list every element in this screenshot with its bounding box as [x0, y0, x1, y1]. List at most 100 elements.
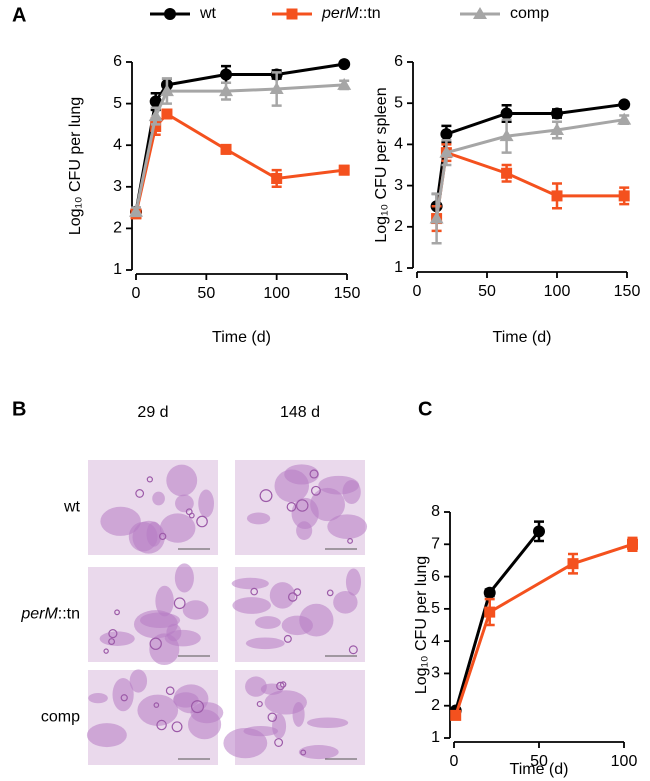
airway: [156, 719, 167, 731]
airway: [288, 592, 298, 602]
airway: [153, 702, 160, 708]
y-tick-label: 5: [431, 600, 440, 617]
tissue: [152, 491, 165, 506]
histology-image: [88, 460, 218, 555]
marker: [271, 172, 283, 184]
tissue: [299, 603, 334, 637]
airway: [108, 638, 116, 645]
histology-image: [88, 563, 218, 666]
histology-image: [86, 669, 224, 765]
panel-label: B: [12, 398, 26, 420]
tissue: [159, 513, 196, 543]
marker: [220, 143, 232, 155]
x-tick-label: 50: [530, 753, 548, 770]
tissue: [174, 563, 194, 593]
tissue: [260, 683, 284, 695]
legend-marker: [286, 8, 298, 20]
tissue: [182, 600, 209, 620]
tissue: [164, 629, 201, 647]
tissue: [246, 512, 271, 525]
tissue: [139, 612, 181, 628]
marker: [627, 538, 638, 550]
airway: [114, 609, 120, 616]
column-label: 29 d: [137, 404, 168, 421]
y-tick-label: 6: [113, 53, 122, 70]
marker: [148, 109, 163, 122]
legend-marker: [473, 7, 487, 19]
airway: [286, 502, 297, 512]
marker: [483, 586, 496, 599]
row-label: perM::tn: [20, 606, 80, 623]
panel-label: A: [12, 4, 26, 26]
row-label: comp: [41, 709, 80, 726]
x-axis-title: Time (d): [493, 329, 552, 346]
airway: [276, 681, 285, 691]
airway: [295, 499, 309, 512]
marker: [269, 82, 284, 95]
tissue: [333, 590, 358, 614]
marker: [149, 95, 162, 108]
marker: [338, 58, 351, 71]
marker: [150, 120, 162, 132]
series-line: [435, 118, 625, 219]
airway: [259, 489, 273, 503]
airway: [309, 469, 319, 479]
marker: [551, 107, 563, 120]
y-tick-label: 2: [113, 220, 122, 237]
airway: [267, 712, 278, 722]
airway: [196, 515, 208, 528]
x-tick-label: 50: [478, 283, 496, 300]
tissue: [269, 582, 296, 609]
airway: [190, 700, 205, 714]
tissue: [198, 489, 214, 518]
airway: [120, 694, 128, 702]
legend-label: comp: [510, 5, 549, 22]
tissue: [296, 521, 313, 540]
x-tick-label: 50: [197, 285, 215, 302]
tissue: [166, 464, 198, 497]
marker: [161, 108, 173, 120]
marker: [501, 167, 513, 179]
airway: [108, 629, 118, 639]
marker: [617, 112, 632, 125]
marker: [220, 68, 233, 81]
tissue: [327, 514, 368, 539]
y-tick-label: 1: [431, 729, 440, 746]
x-tick-label: 100: [263, 285, 290, 302]
marker: [429, 211, 444, 224]
legend-label: perM::tn: [321, 5, 381, 22]
tissue: [264, 690, 307, 715]
marker: [439, 145, 454, 158]
marker: [618, 98, 631, 111]
x-tick-label: 0: [132, 285, 141, 302]
y-tick-label: 4: [394, 136, 403, 153]
airway: [188, 512, 195, 519]
y-tick-label: 1: [113, 261, 122, 278]
airway: [300, 749, 307, 756]
x-tick-label: 100: [544, 283, 571, 300]
tissue: [342, 479, 361, 505]
marker: [484, 606, 496, 618]
legend-marker: [164, 8, 176, 20]
tissue: [243, 725, 279, 737]
y-tick-label: 3: [394, 177, 403, 194]
y-tick-label: 7: [431, 536, 440, 553]
airway: [146, 476, 153, 483]
marker: [533, 525, 545, 538]
histology-image: [235, 460, 368, 555]
x-axis-title: Time (d): [510, 761, 569, 778]
marker: [551, 190, 563, 202]
airway: [173, 597, 186, 610]
marker: [499, 129, 514, 142]
marker: [219, 84, 234, 97]
airway: [311, 485, 321, 496]
tissue: [272, 713, 287, 739]
marker: [500, 107, 513, 120]
y-axis-title: Log₁₀ CFU per lung: [67, 97, 84, 235]
marker: [337, 77, 352, 90]
panel-label: C: [418, 398, 432, 420]
x-axis-title: Time (d): [212, 329, 271, 346]
airway: [348, 645, 358, 655]
y-axis-title: Log₁₀ CFU per lung: [413, 556, 430, 694]
